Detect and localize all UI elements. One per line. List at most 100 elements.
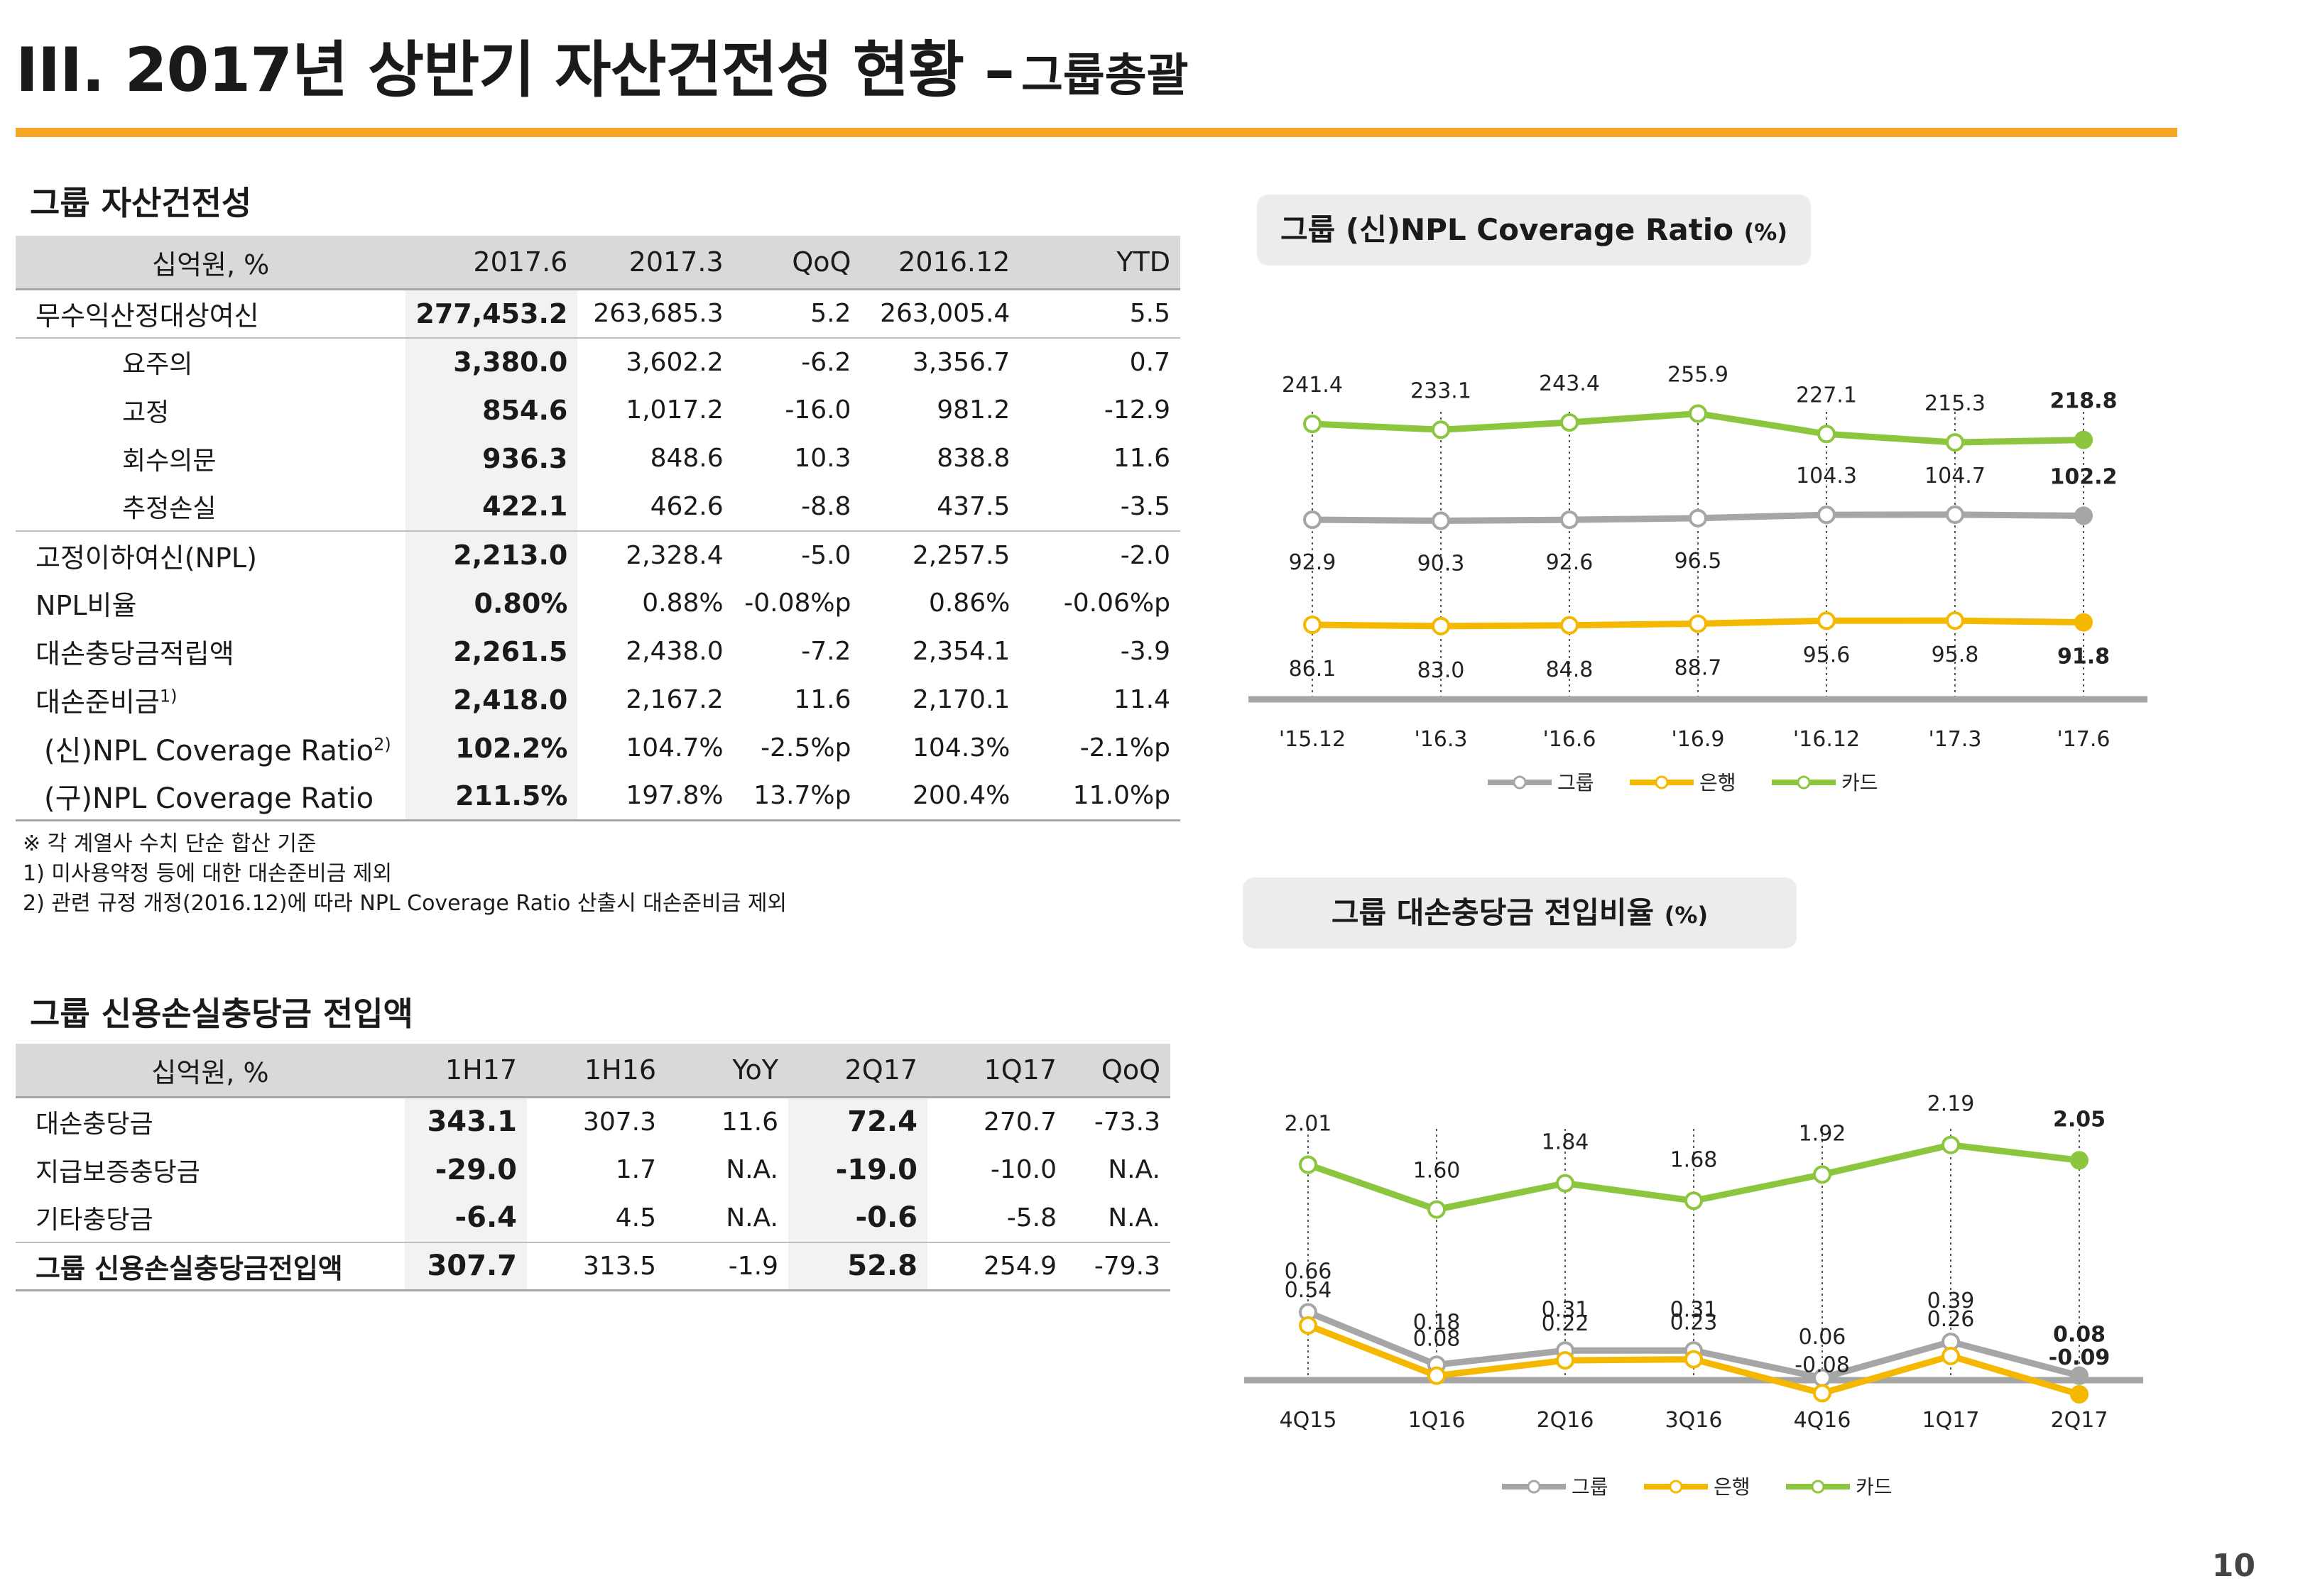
data-point — [1303, 510, 1322, 529]
header-col: YTD — [1020, 236, 1180, 290]
table-cell: 102.2% — [405, 723, 578, 772]
row-label: 고정이하여신(NPL) — [16, 531, 405, 579]
legend-swatch-marker — [1669, 1480, 1683, 1494]
row-label-text: (구)NPL Coverage Ratio — [44, 782, 374, 815]
x-tick-label: '16.9 — [1671, 727, 1724, 752]
data-label: 91.8 — [2057, 645, 2110, 669]
x-tick-label: '15.12 — [1279, 727, 1346, 752]
table-cell: -3.9 — [1120, 637, 1170, 666]
data-point — [1942, 1135, 1960, 1154]
data-label: 233.1 — [1410, 378, 1471, 403]
table-cell: 200.4% — [913, 781, 1011, 811]
table-cell: N.A. — [1108, 1155, 1160, 1184]
table-cell: 3,380.0 — [405, 337, 578, 386]
table-row: NPL비율 0.80% 0.88% -0.08%p 0.86% -0.06%p — [16, 579, 1180, 628]
data-label: 0.54 — [1285, 1278, 1332, 1303]
chart1-title-box: 그룹 (신)NPL Coverage Ratio (%) — [1257, 195, 1811, 266]
table-cell: 11.4 — [1113, 685, 1170, 714]
data-label: 0.39 — [1927, 1289, 1975, 1313]
header-col: 2017.3 — [577, 236, 734, 290]
provisions-table: 십억원, % 1H17 1H16 YoY 2Q17 1Q17 QoQ 대손충당금… — [16, 1044, 1170, 1291]
table-cell: 11.0%p — [1072, 781, 1170, 811]
table-header-row: 십억원, % 1H17 1H16 YoY 2Q17 1Q17 QoQ — [16, 1044, 1170, 1098]
npl-coverage-chart: '15.12 '16.3 '16.6 '16.9 '16.12 '17.3 '17.6 92.… — [1248, 363, 2147, 794]
table-row: 지급보증충당금 -29.0 1.7 N.A. -19.0 -10.0 N.A. — [16, 1145, 1170, 1194]
data-point — [1817, 505, 1836, 525]
row-label: 기타충당금 — [36, 1206, 153, 1235]
data-label: 84.8 — [1546, 657, 1594, 682]
table-row: (신)NPL Coverage Ratio2) 102.2% 104.7% -2.5%… — [16, 723, 1180, 772]
row-label: 추정손실 — [16, 483, 405, 531]
data-label: 215.3 — [1924, 391, 1986, 416]
data-point — [1817, 611, 1836, 630]
row-label-text: 요주의 — [122, 350, 193, 379]
page-number: 10 — [2211, 1548, 2255, 1584]
header-col: QoQ — [1067, 1044, 1170, 1098]
table-cell: -2.1%p — [1079, 733, 1170, 763]
note-line: 2) 관련 규정 개정(2016.12)에 따라 NPL Coverage Ra… — [23, 891, 788, 916]
table-cell: -1.9 — [728, 1251, 778, 1281]
row-label-text: 무수익산정대상여신 — [36, 300, 259, 332]
page-title: III. 2017년 상반기 자산건전성 현황 – 그룹총괄 — [16, 20, 1189, 109]
data-point — [1813, 1384, 1831, 1403]
x-tick-label: '16.12 — [1793, 727, 1860, 752]
data-point — [2070, 1384, 2089, 1404]
row-label: 그룹 신용손실충당금전입액 — [36, 1252, 343, 1284]
data-point — [1303, 616, 1322, 634]
table-cell: 10.3 — [794, 444, 851, 473]
table-cell: 0.7 — [1129, 347, 1170, 377]
table-cell: 2,213.0 — [405, 530, 578, 579]
table-cell: 981.2 — [937, 395, 1011, 425]
table-row: 기타충당금 -6.4 4.5 N.A. -0.6 -5.8 N.A. — [16, 1193, 1170, 1242]
table-cell: 0.86% — [928, 589, 1011, 618]
row-label-text: 회수의문 — [122, 446, 217, 476]
data-point — [1946, 433, 1964, 452]
row-label-text: (신)NPL Coverage Ratio — [44, 734, 374, 767]
data-label: 1.92 — [1799, 1121, 1846, 1146]
chart1-unit: (%) — [1743, 219, 1787, 246]
table-cell: -16.0 — [785, 395, 851, 425]
data-point — [1942, 1346, 1960, 1365]
data-label: 1.84 — [1542, 1130, 1589, 1155]
table-cell: -7.2 — [801, 637, 851, 666]
data-point — [1560, 413, 1579, 432]
table-cell: 52.8 — [788, 1242, 927, 1291]
table-cell: 11.6 — [794, 685, 851, 714]
data-point — [2074, 613, 2093, 632]
x-tick-label: 1Q17 — [1922, 1408, 1980, 1433]
x-tick-label: 2Q17 — [2051, 1408, 2108, 1433]
header-col: 2017.6 — [405, 236, 578, 290]
legend-swatch-marker — [1527, 1480, 1541, 1494]
x-tick-label: '17.3 — [1928, 727, 1981, 752]
legend-swatch-marker — [1513, 775, 1527, 789]
data-label: 0.23 — [1670, 1311, 1718, 1335]
table-cell: N.A. — [726, 1155, 778, 1184]
table-cell: 11.6 — [721, 1107, 778, 1137]
legend-label: 은행 — [1714, 1475, 1750, 1499]
table-cell: N.A. — [726, 1203, 778, 1232]
data-label: 227.1 — [1796, 383, 1857, 408]
data-label: 83.0 — [1417, 658, 1465, 683]
data-label: 0.08 — [1413, 1327, 1461, 1352]
table-row: 고정이하여신(NPL) 2,213.0 2,328.4 -5.0 2,257.5 -2.0 — [16, 530, 1180, 579]
title-divider — [16, 128, 2177, 137]
table-cell: 936.3 — [405, 434, 578, 483]
table-cell: 5.2 — [810, 299, 851, 329]
data-point — [1817, 425, 1836, 444]
data-label: 104.3 — [1796, 464, 1857, 488]
table-row: 무수익산정대상여신 277,453.2 263,685.3 5.2 263,005.4 5… — [16, 289, 1180, 338]
data-point — [1689, 404, 1707, 423]
table-cell: 3,356.7 — [912, 347, 1011, 377]
data-label: 0.31 — [1670, 1297, 1718, 1322]
header-col: 1H17 — [405, 1044, 527, 1098]
data-label: 1.60 — [1413, 1159, 1461, 1184]
header-col: 1H16 — [527, 1044, 666, 1098]
table-cell: 2,328.4 — [626, 540, 724, 570]
table-cell: 197.8% — [626, 781, 724, 811]
data-label: 1.68 — [1670, 1147, 1718, 1172]
table-cell: 313.5 — [582, 1251, 656, 1281]
table-cell: 854.6 — [405, 386, 578, 434]
header-col: 2Q17 — [788, 1044, 927, 1098]
asset-quality-table: 십억원, % 2017.6 2017.3 QoQ 2016.12 YTD 무수익… — [16, 236, 1180, 821]
row-label: NPL비율 — [16, 579, 405, 628]
